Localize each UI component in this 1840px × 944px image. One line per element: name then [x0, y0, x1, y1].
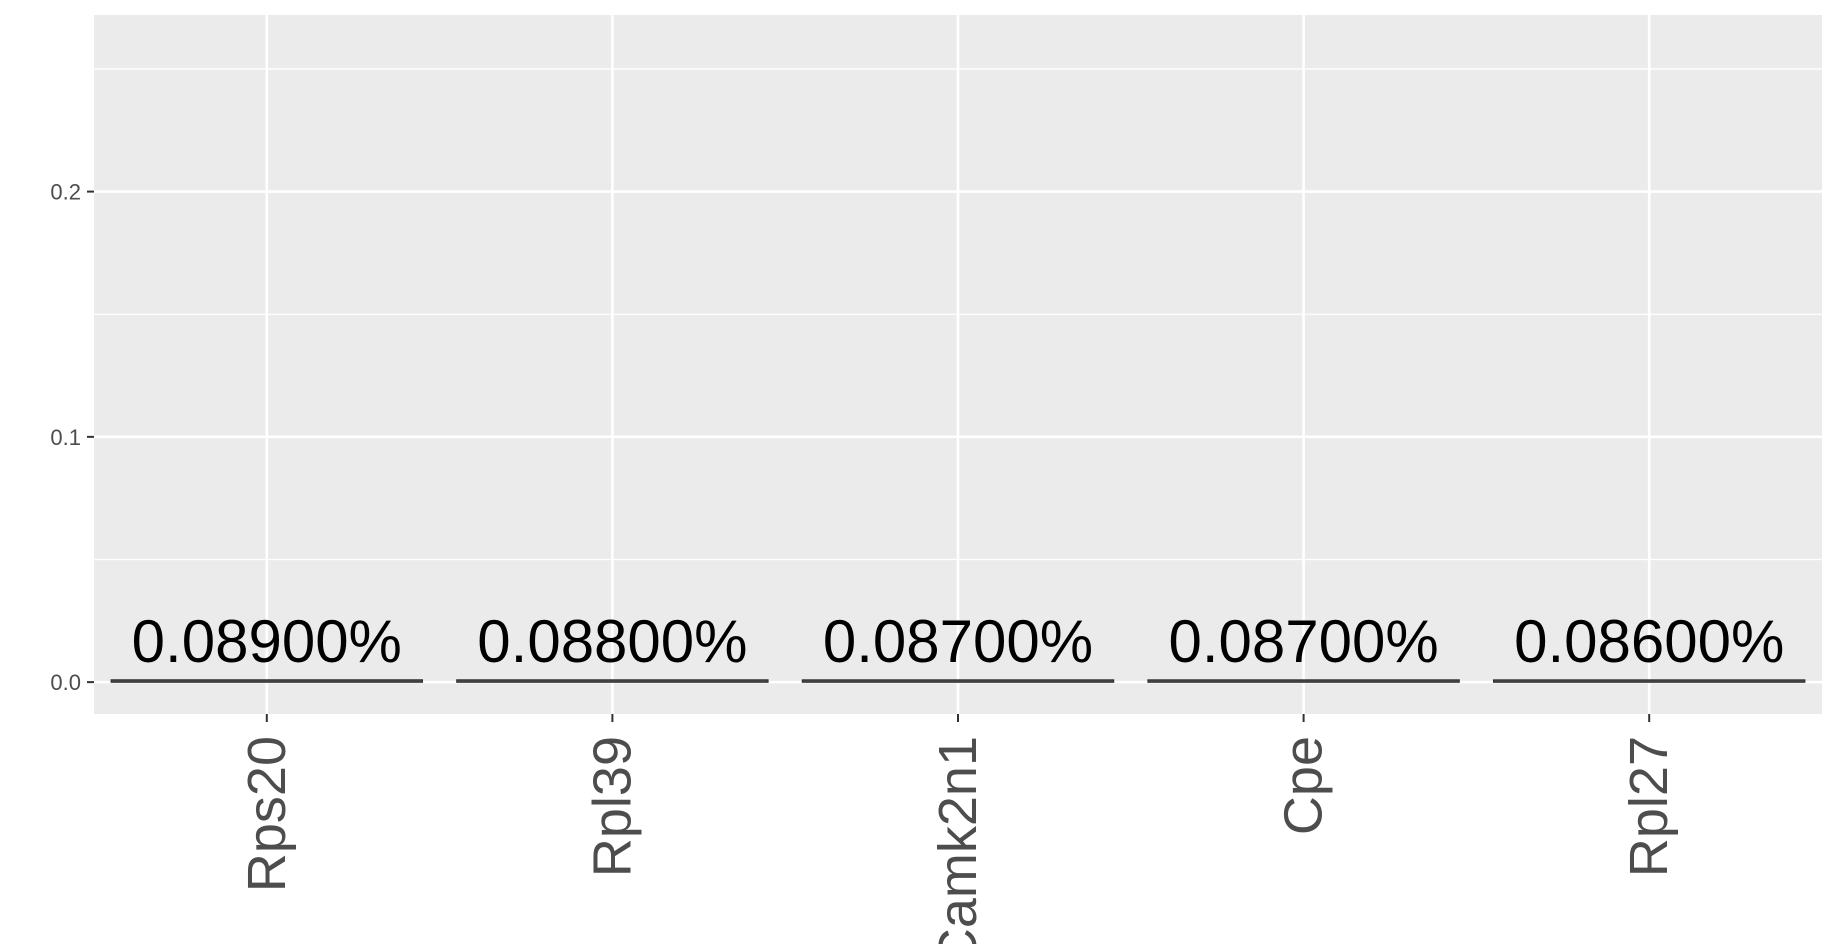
- bar: [110, 679, 424, 683]
- x-tick-label: Rpl39: [582, 736, 642, 877]
- x-axis: Rps20 Rpl39 Camk2n1 Cpe Rpl27: [237, 714, 1679, 944]
- data-label: 0.08700%: [823, 608, 1093, 675]
- bar: [456, 679, 769, 683]
- data-label: 0.08700%: [1168, 608, 1438, 675]
- data-labels: 0.08900% 0.08800% 0.08700% 0.08700% 0.08600%: [132, 608, 1785, 675]
- x-tick-label: Camk2n1: [928, 736, 988, 944]
- y-tick-label: 0.2: [50, 180, 81, 205]
- data-label: 0.08800%: [477, 608, 747, 675]
- data-label: 0.08900%: [132, 608, 402, 675]
- y-axis: 0.0 0.1 0.2: [50, 180, 94, 695]
- x-tick-label: Rpl27: [1619, 736, 1679, 877]
- data-label: 0.08600%: [1514, 608, 1784, 675]
- x-tick-label: Cpe: [1274, 736, 1334, 835]
- y-tick-label: 0.1: [50, 425, 81, 450]
- bar: [801, 679, 1115, 683]
- y-tick-label: 0.0: [50, 670, 81, 695]
- bar: [1147, 679, 1460, 683]
- x-tick-label: Rps20: [237, 736, 297, 892]
- bar: [1492, 679, 1806, 683]
- bar-series: [110, 679, 1806, 683]
